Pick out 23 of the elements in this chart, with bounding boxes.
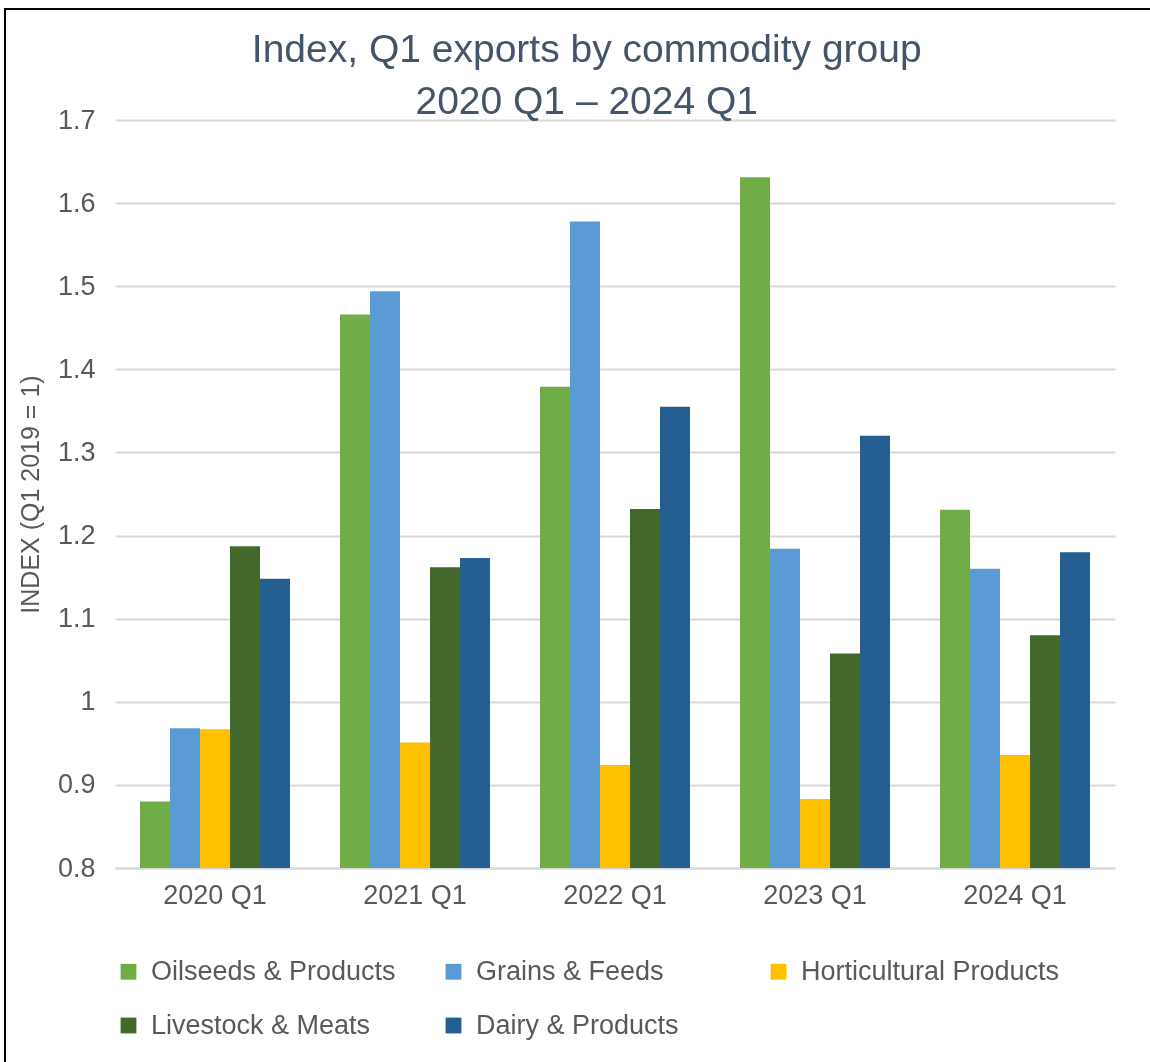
x-tick-label: 2023 Q1: [763, 879, 867, 910]
legend-label: Dairy & Products: [476, 1009, 679, 1040]
legend-label: Oilseeds & Products: [151, 955, 396, 986]
y-tick-label: 1.6: [57, 187, 96, 218]
y-tick-label: 1.4: [57, 353, 96, 384]
y-tick-label: 0.8: [57, 852, 96, 883]
y-tick-label: 1.2: [57, 520, 96, 551]
y-tick-label: 1.1: [57, 603, 96, 634]
legend-label: Horticultural Products: [801, 955, 1060, 986]
x-tick-label: 2024 Q1: [963, 879, 1067, 910]
y-tick-label: 0.9: [57, 769, 96, 800]
y-tick-label: 1.7: [57, 104, 96, 135]
y-tick-label: 1: [80, 686, 96, 717]
y-tick-label: 1.3: [57, 436, 96, 467]
y-axis-title: INDEX (Q1 2019 = 1): [15, 375, 44, 614]
legend-label: Livestock & Meats: [151, 1009, 371, 1040]
x-tick-label: 2021 Q1: [363, 879, 467, 910]
legend-label: Grains & Feeds: [476, 955, 664, 986]
x-tick-label: 2020 Q1: [163, 879, 267, 910]
chart-title: Index, Q1 exports by commodity group: [251, 27, 922, 70]
chart-subtitle: 2020 Q1 – 2024 Q1: [415, 79, 759, 122]
y-tick-label: 1.5: [57, 270, 96, 301]
x-tick-label: 2022 Q1: [563, 879, 667, 910]
